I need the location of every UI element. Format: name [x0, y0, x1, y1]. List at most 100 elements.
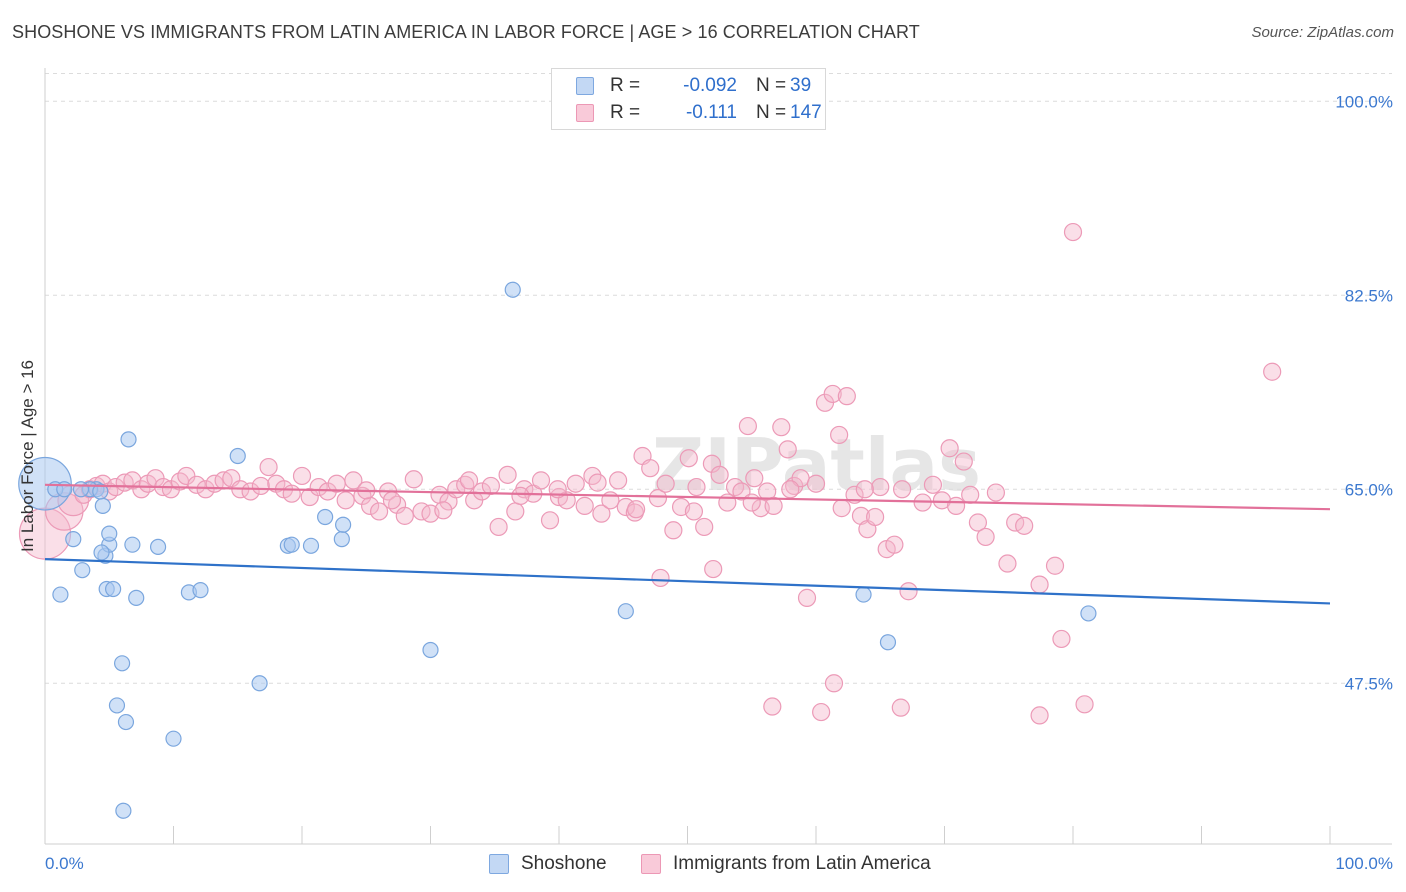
immigrants-point [481, 476, 500, 496]
legend-n-label: N = [756, 102, 787, 123]
immigrants-point [855, 480, 874, 499]
immigrants-point [812, 702, 831, 722]
legend-swatch-shoshone [576, 77, 594, 95]
immigrants-point [687, 477, 706, 497]
immigrants-point [489, 517, 508, 537]
immigrants-point [738, 416, 757, 436]
shoshone-point [52, 586, 69, 603]
shoshone-point [617, 603, 634, 620]
shoshone-point [72, 481, 90, 498]
source-label: Source: ZipAtlas.com [1251, 24, 1394, 41]
immigrants-point [241, 482, 260, 501]
shoshone-point [879, 634, 897, 651]
immigrants-point [764, 496, 783, 515]
immigrants-point [187, 475, 206, 494]
immigrants-point [684, 502, 704, 521]
legend-r-value: -0.111 [685, 102, 737, 123]
immigrants-point [656, 474, 675, 493]
series-immigrants-points [18, 222, 1282, 725]
immigrants-point [1015, 516, 1034, 535]
immigrants-point [885, 535, 904, 554]
shoshone-point [94, 497, 111, 514]
immigrants-point [309, 477, 328, 497]
shoshone-point [1080, 605, 1097, 622]
immigrants-point [954, 452, 973, 471]
shoshone-point [165, 730, 182, 747]
trend-line [44, 557, 1331, 605]
immigrants-point [742, 493, 761, 512]
immigrants-point [336, 491, 355, 510]
immigrants-point [830, 425, 849, 445]
immigrants-point [976, 527, 995, 547]
immigrants-point [763, 697, 782, 716]
shoshone-point [283, 536, 300, 553]
legend-r-value: -0.092 [683, 75, 737, 96]
immigrants-point [772, 418, 791, 437]
axes [44, 68, 1392, 845]
immigrants-point [370, 502, 389, 521]
shoshone-point [115, 802, 132, 819]
immigrants-point [778, 440, 797, 459]
immigrants-point [998, 554, 1017, 573]
x-tick-label: 0.0% [45, 854, 84, 873]
immigrants-point [506, 502, 525, 521]
shoshone-point [74, 562, 91, 579]
immigrants-point [1030, 706, 1049, 725]
shoshone-point [149, 538, 167, 556]
shoshone-point [113, 655, 131, 672]
immigrants-point [1075, 695, 1094, 714]
y-tick-label: 82.5% [1345, 286, 1393, 305]
immigrants-point [259, 457, 278, 477]
immigrants-point [823, 384, 842, 404]
bottom-legend-swatch-shoshone [489, 854, 509, 874]
immigrants-point [511, 486, 530, 506]
shoshone-point [335, 516, 352, 533]
y-tick-label: 47.5% [1345, 674, 1393, 693]
immigrants-point [961, 485, 980, 504]
x-tick-label: 100.0% [1335, 854, 1393, 873]
immigrants-point [531, 471, 551, 490]
immigrants-point [940, 439, 959, 458]
shoshone-point [93, 544, 110, 561]
immigrants-point [899, 582, 918, 601]
immigrants-point [575, 496, 594, 515]
immigrants-point [710, 465, 729, 484]
immigrants-point [986, 483, 1006, 502]
immigrants-point [196, 480, 215, 499]
legend-n-value: 39 [790, 75, 812, 96]
immigrants-point [946, 496, 966, 515]
immigrants-point [704, 559, 723, 579]
trend-lines [44, 483, 1331, 605]
immigrants-point [498, 465, 517, 484]
shoshone-point [120, 431, 137, 448]
shoshone-point [504, 281, 521, 298]
immigrants-point [1052, 629, 1071, 649]
immigrants-point [797, 588, 817, 607]
immigrants-point [648, 489, 668, 508]
immigrants-point [588, 473, 607, 492]
immigrants-point [871, 477, 890, 497]
y-tick-label: 100.0% [1335, 92, 1393, 111]
bottom-legend-label-shoshone: Shoshone [521, 853, 607, 874]
immigrants-point [824, 674, 844, 693]
shoshone-point [302, 537, 320, 554]
legend-swatch-immigrants [576, 104, 594, 122]
immigrants-point [866, 507, 885, 527]
shoshone-point [108, 697, 126, 714]
shoshone-point [192, 582, 209, 599]
immigrants-point [832, 499, 851, 518]
watermark: ZIPatlas [652, 423, 981, 507]
immigrants-point [395, 506, 414, 525]
legend-n-value: 147 [790, 102, 822, 123]
immigrants-point [434, 501, 453, 520]
shoshone-point [855, 586, 872, 603]
shoshone-point [101, 525, 118, 542]
tick-labels: 47.5% 65.0% 82.5% 100.0% 0.0% 100.0% [45, 92, 1393, 873]
y-axis-label: In Labor Force | Age > 16 [18, 359, 37, 553]
immigrants-point [892, 480, 912, 499]
immigrants-point [745, 469, 764, 488]
immigrants-point [1045, 556, 1065, 575]
immigrants-point [664, 521, 683, 540]
immigrants-point [282, 484, 301, 503]
